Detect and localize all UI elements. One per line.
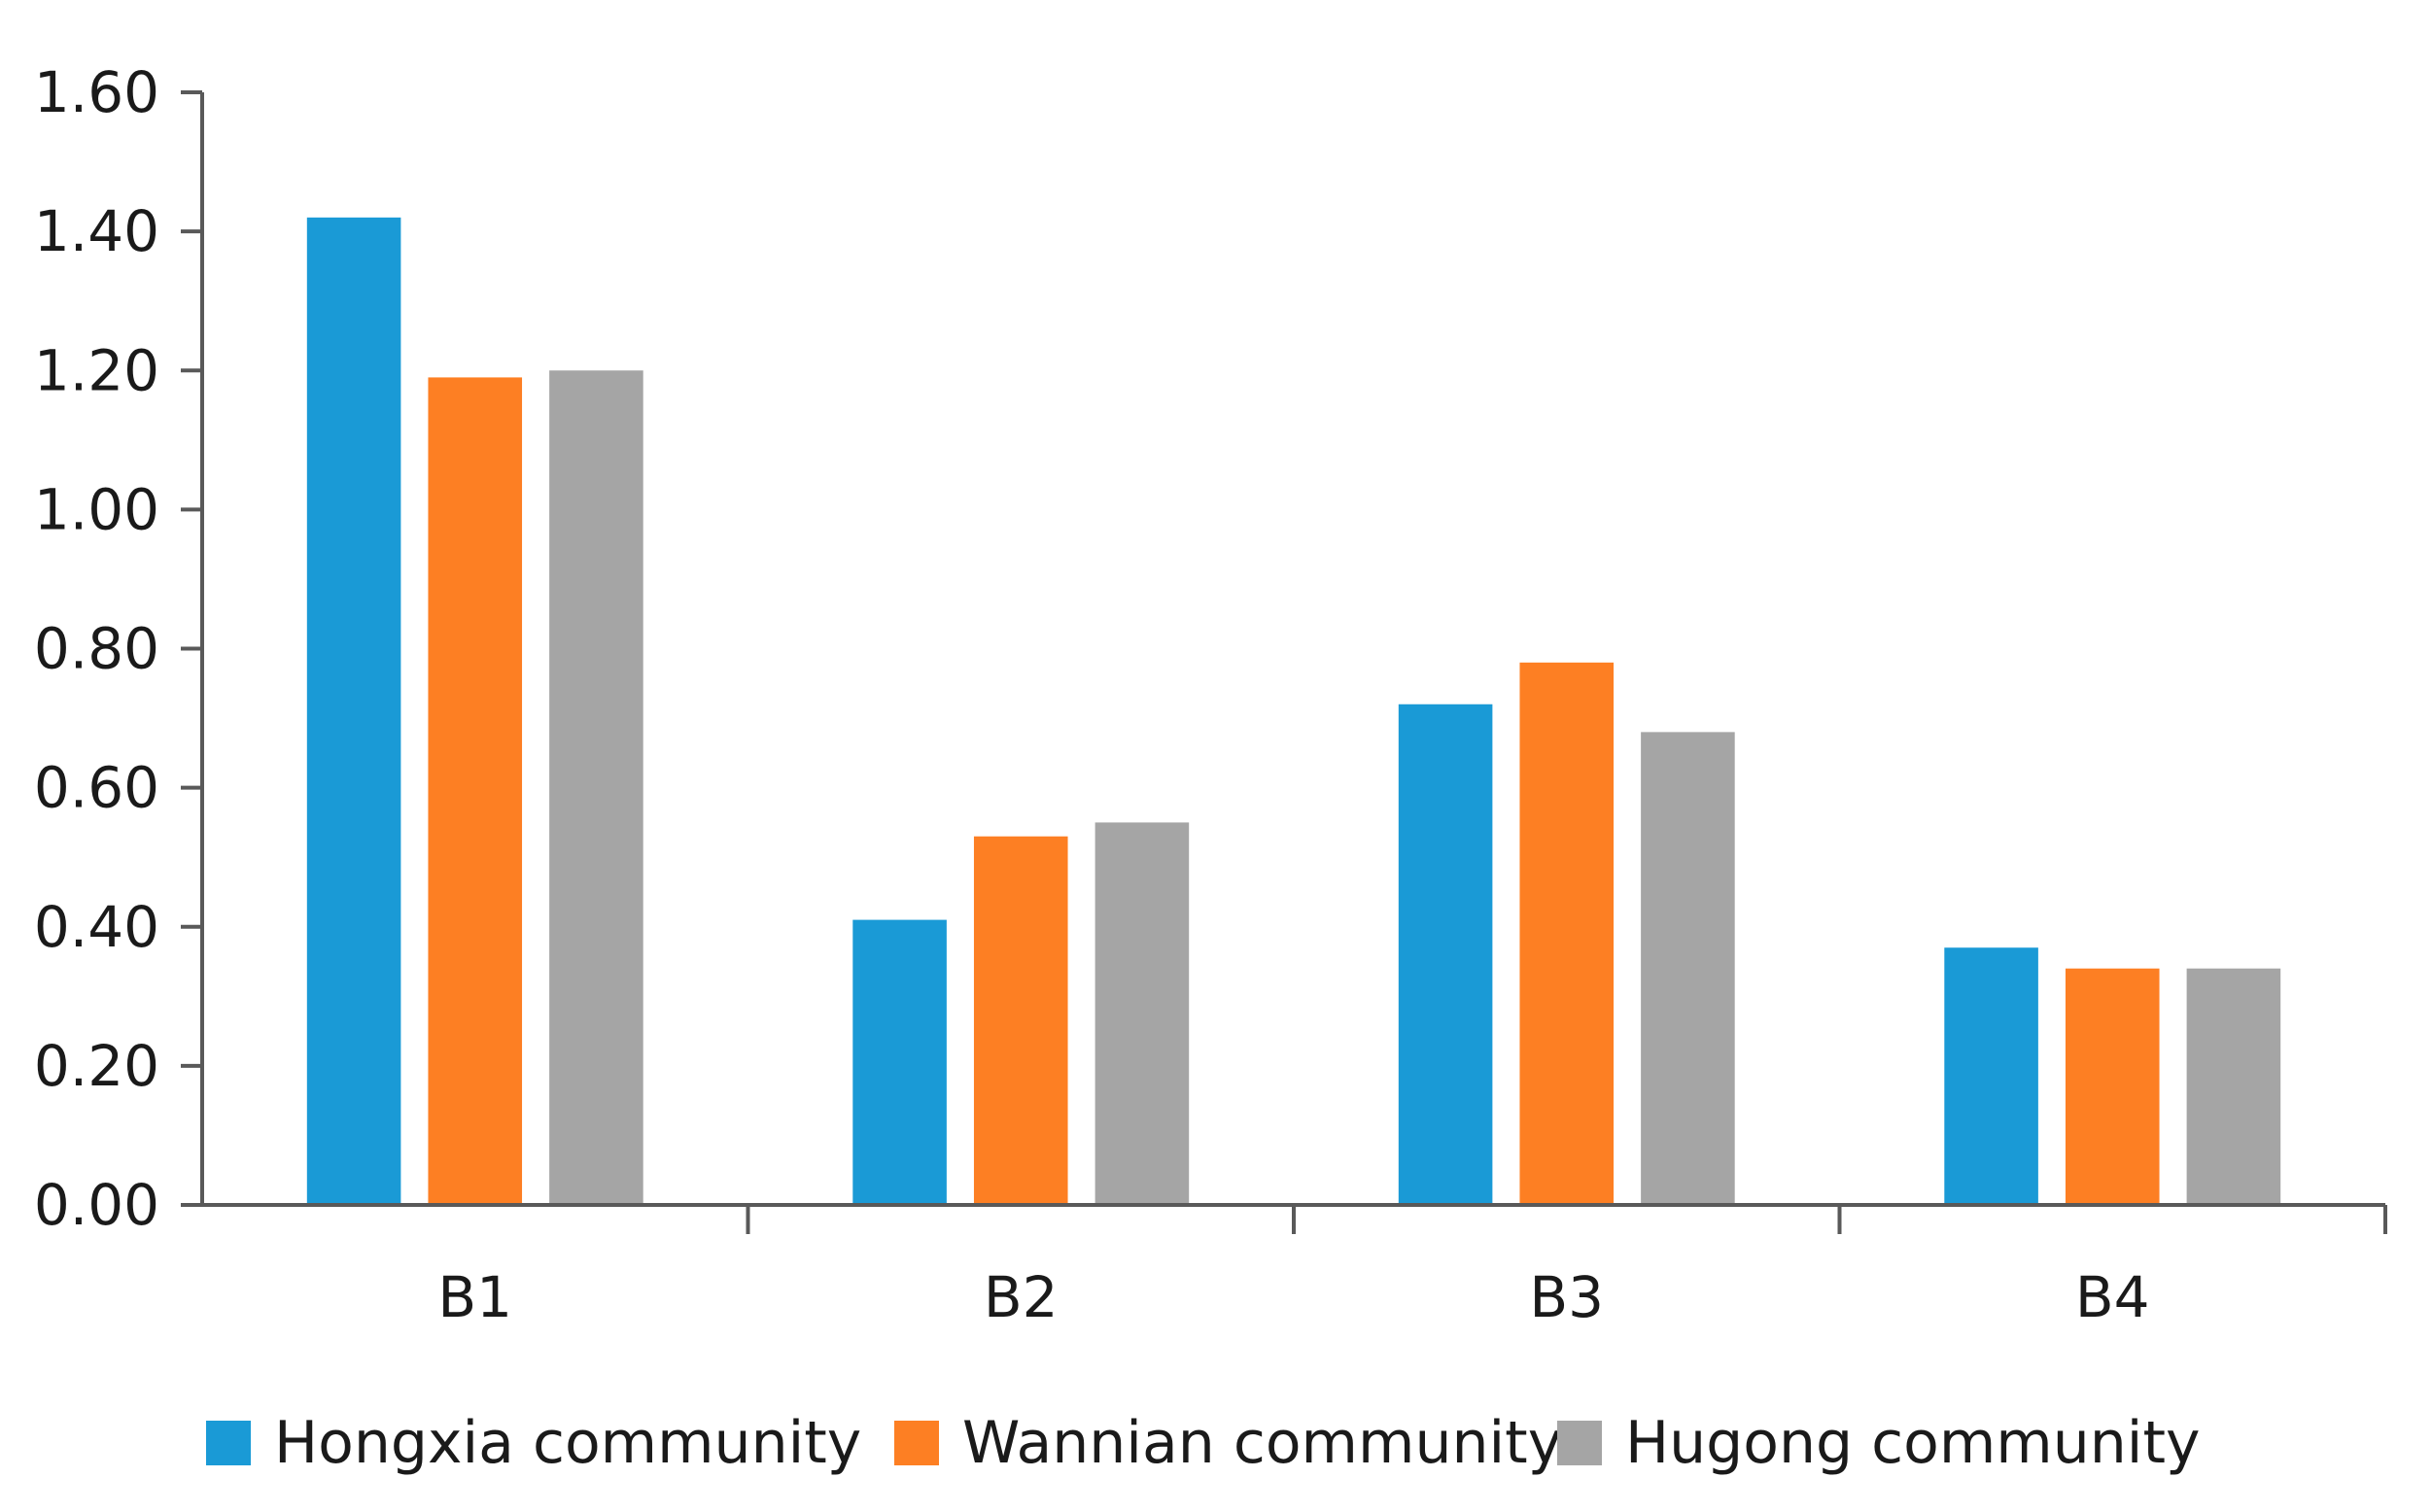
bar-b1-1 [306, 217, 401, 1203]
x-axis: B1 B2 B3 B4 [202, 1203, 2387, 1330]
legend: Hongxia community Wannian community Hugong… [206, 1409, 2200, 1477]
x-category-label: B4 [2075, 1264, 2150, 1330]
x-category-label: B1 [437, 1264, 512, 1330]
bar-b3-3 [1641, 732, 1735, 1203]
y-tick-label: 1.00 [34, 476, 159, 542]
legend-label: Hugong community [1625, 1409, 2200, 1477]
bar-b4-2 [2065, 968, 2160, 1203]
bar-b1-2 [428, 377, 523, 1203]
x-category-label: B3 [1529, 1264, 1604, 1330]
bars [306, 217, 2281, 1203]
bar-b4-1 [1944, 947, 2038, 1203]
y-tick-label: 1.40 [34, 198, 159, 264]
y-tick-label: 1.20 [34, 337, 159, 403]
legend-label: Hongxia community [274, 1409, 861, 1477]
legend-label: Wannian community [962, 1409, 1562, 1477]
y-tick-label: 0.40 [34, 894, 159, 960]
y-tick-label: 0.20 [34, 1033, 159, 1099]
bar-b1-3 [549, 370, 643, 1203]
y-tick-label: 0.80 [34, 616, 159, 682]
bar-b2-3 [1094, 822, 1190, 1203]
bar-b4-3 [2186, 968, 2281, 1203]
y-axis: 0.00 0.20 0.40 0.60 0.80 1.00 1.20 1.40 1.60 [34, 59, 204, 1238]
legend-swatch [1557, 1421, 1602, 1465]
bar-b2-2 [973, 836, 1068, 1203]
y-tick-label: 1.60 [34, 59, 159, 125]
bar-b3-1 [1398, 704, 1493, 1203]
y-tick-label: 0.60 [34, 755, 159, 821]
legend-swatch [894, 1421, 939, 1465]
bar-b2-1 [852, 919, 947, 1203]
bar-b3-2 [1519, 662, 1615, 1203]
legend-swatch [206, 1421, 251, 1465]
x-category-label: B2 [984, 1264, 1059, 1330]
y-tick-label: 0.00 [34, 1172, 159, 1238]
